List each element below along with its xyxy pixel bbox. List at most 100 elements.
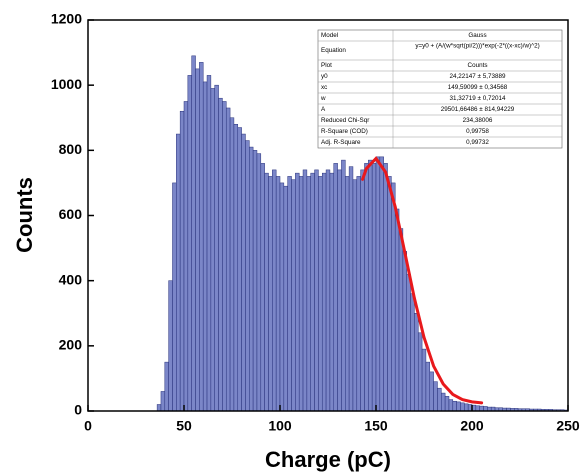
bar [191,55,196,412]
bar [229,117,235,412]
bar [233,124,239,412]
bar [260,163,265,412]
bar [425,361,431,412]
bar [256,153,262,412]
bar [321,172,327,412]
y-tick-label: 800 [59,141,83,157]
bar [406,273,411,412]
table-cell: 29501,66486 ± 814,94229 [441,106,515,113]
bar [325,169,331,412]
bar [421,348,427,412]
bar [218,97,223,412]
fit-line [361,156,484,405]
bar [237,127,242,412]
bar [302,169,308,412]
bar [460,402,465,412]
bar [398,228,404,412]
x-tick-label: 0 [84,418,92,434]
bar [222,101,227,412]
table-cell: 0,99732 [466,139,489,146]
table-cell: 149,59099 ± 0,34568 [448,84,508,91]
bar [310,172,315,412]
x-tick-label: 100 [268,418,292,434]
bar [295,172,300,412]
bar [202,81,208,412]
bar [387,176,392,412]
y-tick-label: 0 [74,402,82,418]
bar [164,361,169,412]
table-cell: Plot [321,62,332,69]
table-cell: y0 [321,73,328,80]
bar [272,169,277,412]
bar [410,293,415,412]
bar [329,172,335,412]
table-cell: Equation [321,47,346,54]
bar [172,182,177,412]
table-cell: 234,38006 [463,117,493,124]
bar [379,156,384,412]
bar [318,176,323,412]
bar [394,208,400,412]
bar [160,391,166,412]
bar [183,101,189,412]
bar [448,399,454,412]
bar [241,133,246,412]
bar [195,68,200,412]
bar [441,392,446,412]
bar [206,75,212,412]
bar [179,110,185,412]
bar [341,159,346,412]
table-cell: 24,22147 ± 5,73889 [450,73,506,80]
bar [402,251,407,412]
bar [345,176,350,412]
bar [433,381,438,412]
table-cell: y=y0 + (A/(w*sqrt(pi/2)))*exp(-2*((x-xc)… [415,43,539,50]
table-cell: Reduced Chi-Sqr [321,117,369,124]
table-cell: A [321,106,326,113]
bar [375,156,381,412]
bar [199,62,204,412]
bar [252,150,258,412]
bar [314,169,319,412]
bar [371,163,377,412]
bar [298,176,304,412]
bar [187,75,192,412]
bar [414,313,419,412]
y-axis-title: Counts [12,177,37,253]
bar [287,176,292,412]
bar [176,133,181,412]
table-cell: Adj. R-Square [321,139,361,146]
bar [360,169,365,412]
y-tick-label: 200 [59,337,83,353]
x-tick-label: 150 [364,418,388,434]
bar [275,176,281,412]
bar [464,403,469,412]
table-cell: 0,99758 [466,128,489,135]
y-tick-label: 1200 [51,11,82,27]
bar [364,163,369,412]
x-tick-label: 50 [176,418,192,434]
bar [391,182,396,412]
bar [368,159,373,412]
bar [168,280,173,412]
y-tick-label: 400 [59,271,83,287]
bar [429,371,434,412]
table-cell: Gauss [468,32,486,39]
bar [245,140,250,412]
bar [456,401,461,412]
bar [283,185,288,412]
bar [383,163,388,412]
bar [214,84,219,412]
x-tick-label: 250 [556,418,580,434]
bar [249,146,254,412]
bar [333,163,338,412]
bar [437,387,442,412]
table-cell: 31,32719 ± 0,72014 [450,95,506,102]
table-cell: Model [321,32,338,39]
bar [156,404,162,412]
bar [444,396,450,412]
bar [417,332,423,412]
table-cell: xc [321,84,327,91]
bar [356,176,361,412]
